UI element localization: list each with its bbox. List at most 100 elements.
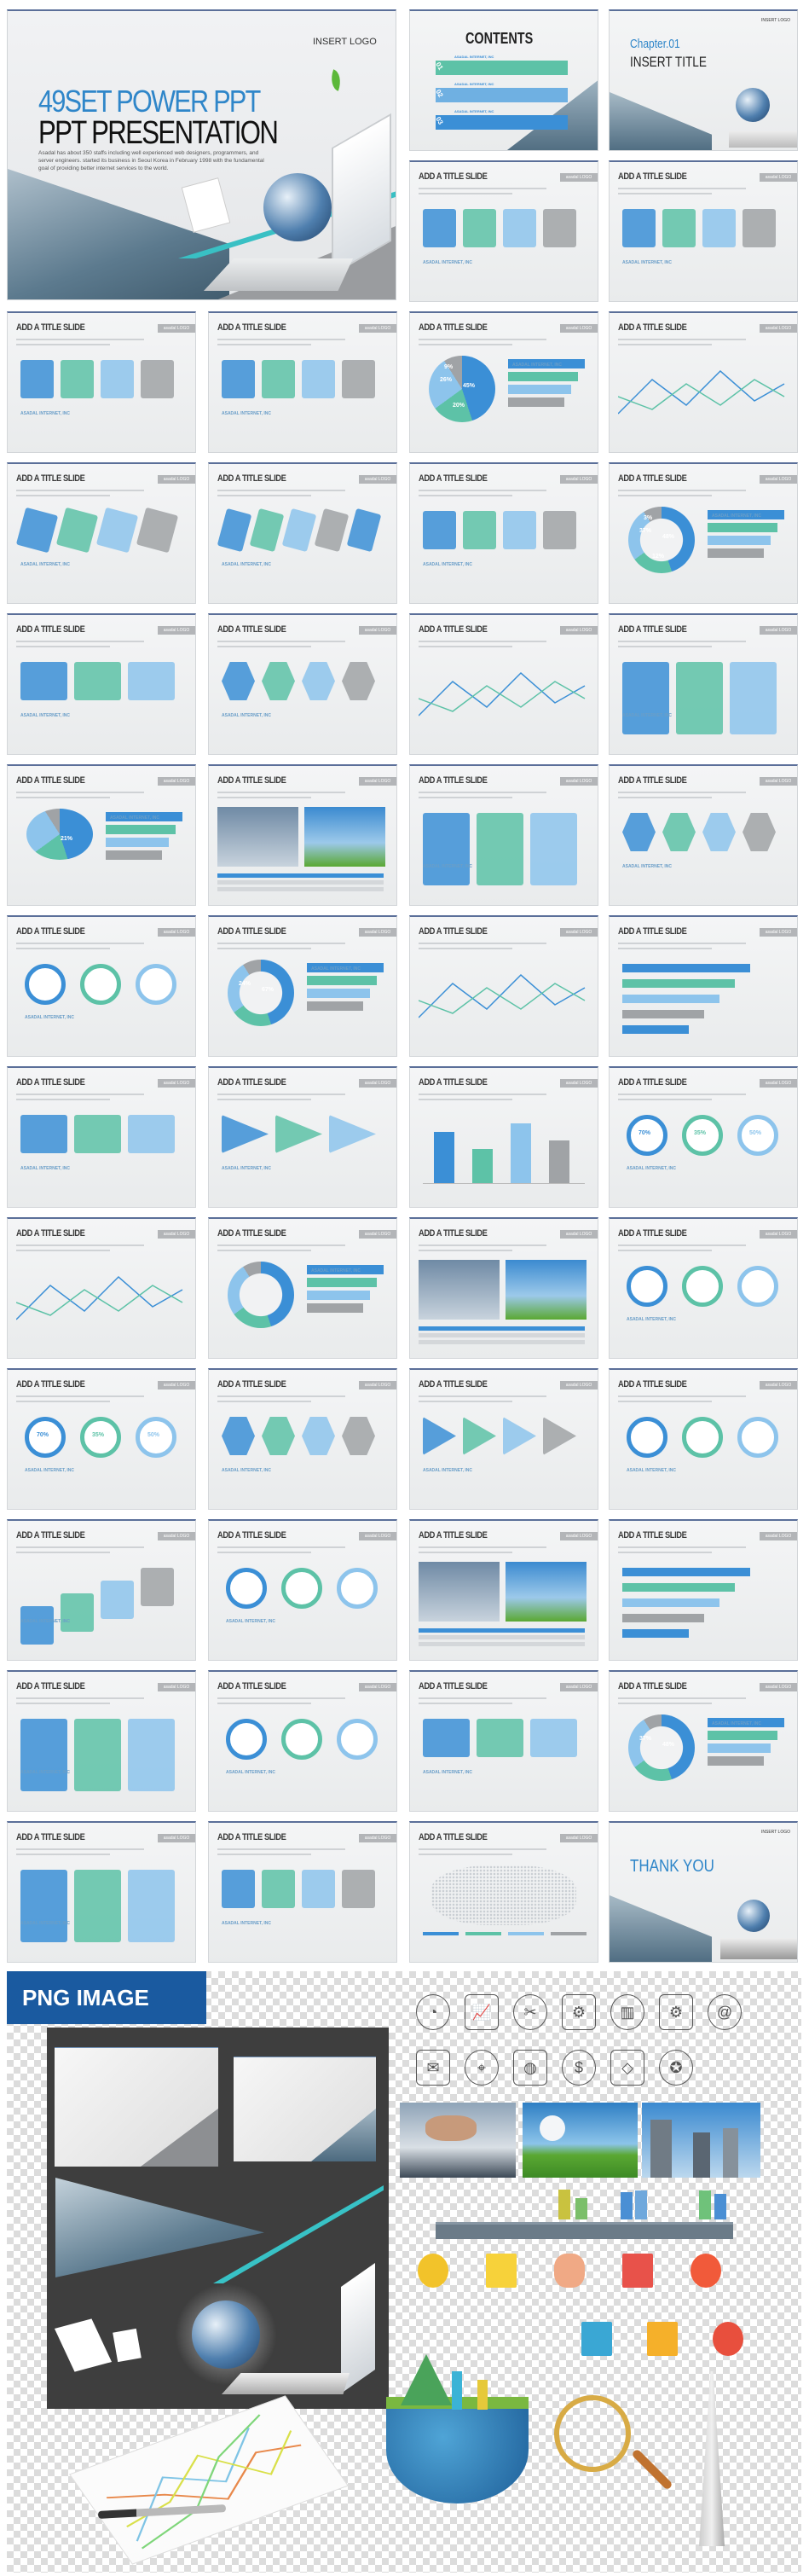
subtitle-line (16, 339, 144, 340)
slide-title: ADD A TITLE SLIDE (217, 1530, 286, 1540)
subtitle-line (217, 1094, 345, 1095)
bar (622, 995, 719, 1003)
laptop-image (729, 131, 797, 148)
circle-gauge (627, 1417, 667, 1458)
company-label: ASADAL INTERNET, INC (622, 713, 672, 718)
bar (622, 1568, 750, 1576)
email-icon: @ (708, 1994, 742, 2030)
subtitle-line (16, 1703, 110, 1704)
company-label: ASADAL INTERNET, INC (627, 1317, 676, 1322)
bar (508, 397, 564, 407)
card (55, 507, 99, 554)
card (222, 1417, 255, 1455)
company-label: ASADAL INTERNET, INC (622, 864, 672, 869)
subtitle-line (419, 1546, 546, 1548)
building-icon (621, 2192, 633, 2219)
card (503, 209, 536, 247)
data-label: 24% (239, 981, 251, 987)
bar (106, 812, 182, 821)
png-banner: PNG IMAGE (7, 1971, 206, 2024)
pie-chart (628, 507, 695, 573)
hero-description: Asadal has about 350 staffs including we… (38, 150, 264, 171)
slide-title: ADD A TITLE SLIDE (419, 322, 488, 333)
data-label: 9% (444, 364, 454, 370)
slide-title: ADD A TITLE SLIDE (16, 1077, 85, 1088)
subtitle-line (419, 1848, 546, 1850)
bar (708, 1743, 771, 1753)
hero-subtitle: PPT PRESENTATION (38, 115, 279, 151)
slide-logo-badge: asadal LOGO (760, 777, 797, 786)
card (342, 360, 375, 398)
subtitle-line (618, 495, 712, 496)
slide-logo-badge: asadal LOGO (560, 1230, 598, 1239)
card (262, 1417, 295, 1455)
city-skyline-photo (642, 2103, 760, 2178)
slide-title: ADD A TITLE SLIDE (618, 1077, 687, 1088)
slide-logo-badge: asadal LOGO (158, 1532, 195, 1540)
bar (622, 1010, 704, 1018)
slide-thumbnail-org: ADD A TITLE SLIDE asadal LOGO ASADAL INTER… (609, 160, 798, 302)
table-row (419, 1635, 585, 1639)
slide-thumbnail-line: ADD A TITLE SLIDE asadal LOGO (409, 613, 598, 755)
company-label: ASADAL INTERNET, INC (226, 1619, 275, 1624)
building-icon (558, 2190, 570, 2219)
company-label: ASADAL INTERNET, INC (423, 260, 472, 265)
slide-thumbnail-cards: ADD A TITLE SLIDE asadal LOGO ASADAL INTER… (609, 613, 798, 755)
legend-bar (551, 1932, 587, 1935)
slide-logo-badge: asadal LOGO (560, 475, 598, 484)
subtitle-line (217, 646, 311, 647)
slide-thumbnail-circles: ADD A TITLE SLIDE asadal LOGO ASADAL INTER… (208, 1670, 397, 1812)
bar (708, 510, 784, 519)
subtitle-line (419, 188, 546, 189)
slide-logo-badge: asadal LOGO (359, 1532, 396, 1540)
subtitle-line (618, 1546, 746, 1548)
subtitle-line (419, 1854, 512, 1855)
circle-gauge (627, 1115, 667, 1156)
slide-logo-badge: asadal LOGO (158, 928, 195, 937)
location-pin-icon: ⌖ (465, 2050, 499, 2086)
bar (434, 1132, 454, 1183)
bar (708, 536, 771, 545)
bar (508, 385, 571, 394)
line-graph (419, 973, 586, 1018)
circle-gauge (136, 1417, 176, 1458)
axis-line (423, 1183, 585, 1184)
slide-thumbnail-donut: ADD A TITLE SLIDE asadal LOGO 48% 37% ASADAL… (609, 1670, 798, 1812)
photo (419, 1260, 500, 1320)
subtitle-line (217, 1546, 345, 1548)
dandelion-photo (523, 2103, 638, 2178)
slide-thumbnail-line: ADD A TITLE SLIDE asadal LOGO (409, 915, 598, 1057)
growth-chart-icon: 📈 (465, 1994, 499, 2030)
slide-title: ADD A TITLE SLIDE (618, 1681, 687, 1691)
bar (622, 1583, 735, 1592)
slide-title: ADD A TITLE SLIDE (618, 1530, 687, 1540)
slide-title: ADD A TITLE SLIDE (217, 1379, 286, 1390)
slide-logo-badge: asadal LOGO (760, 1532, 797, 1540)
slide-logo-badge: asadal LOGO (560, 324, 598, 333)
company-label: ASADAL INTERNET, INC (226, 1770, 275, 1775)
card (463, 511, 496, 549)
line-graph (16, 1275, 183, 1320)
card (74, 1719, 121, 1791)
bar (508, 372, 578, 381)
slide-thumbnail-flowers: ADD A TITLE SLIDE asadal LOGO ASADAL INTER… (609, 1217, 798, 1359)
slide-logo-badge: asadal LOGO (359, 1834, 396, 1842)
contents-item (436, 115, 568, 130)
card (217, 508, 252, 553)
card (20, 360, 54, 398)
slide-title: ADD A TITLE SLIDE (419, 171, 488, 182)
slide-title: ADD A TITLE SLIDE (16, 624, 85, 635)
globe-icon (192, 2300, 260, 2369)
legend-bar (465, 1932, 501, 1935)
subtitle-line (16, 792, 144, 793)
circle-gauge (337, 1719, 378, 1760)
company-label: ASADAL INTERNET, INC (627, 1468, 676, 1473)
bar (622, 1629, 689, 1638)
subtitle-line (419, 1395, 546, 1397)
slide-thumbnail-arrows: ADD A TITLE SLIDE asadal LOGO ASADAL INTER… (7, 613, 196, 755)
bar (622, 979, 735, 988)
card (222, 360, 255, 398)
table-row (419, 1642, 585, 1646)
subtitle-line (419, 943, 546, 944)
building-icon (477, 2380, 488, 2410)
